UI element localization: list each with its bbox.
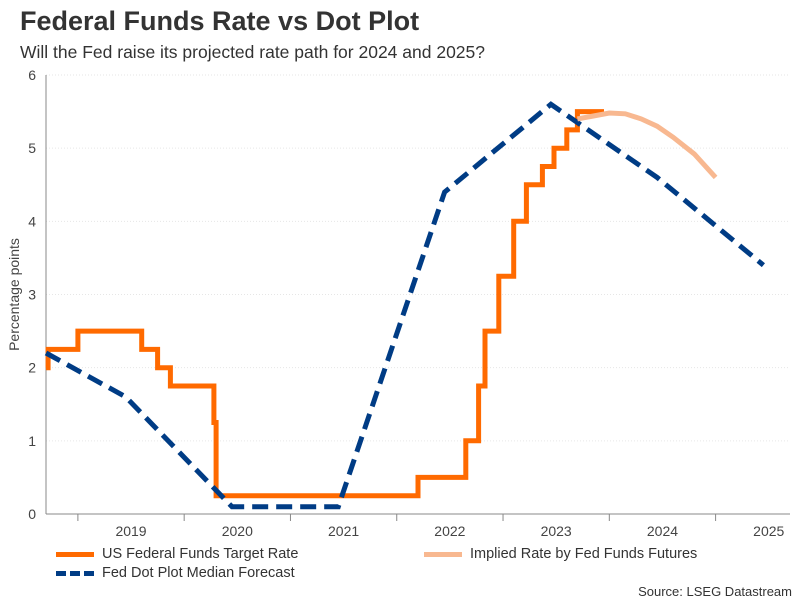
x-tick-label: 2023 <box>541 523 572 539</box>
x-tick-label: 2024 <box>647 523 678 539</box>
x-tick-label: 2020 <box>222 523 253 539</box>
axis-layer: 0 1 2 3 4 5 6 2019 2020 2021 2022 2023 2024 2025 Perce… <box>6 67 790 539</box>
series-dot-plot <box>44 101 765 510</box>
source-note: Source: LSEG Datastream <box>638 584 792 599</box>
chart-subtitle: Will the Fed raise its projected rate pa… <box>20 42 485 62</box>
y-tick-label: 0 <box>28 506 36 522</box>
y-axis-label: Percentage points <box>6 238 22 351</box>
y-tick-label: 5 <box>28 140 36 156</box>
legend-label-futures: Implied Rate by Fed Funds Futures <box>470 546 698 562</box>
y-tick-label: 6 <box>28 67 36 83</box>
series-target-rate <box>45 109 604 499</box>
legend-item-target-rate: US Federal Funds Target Rate <box>56 546 298 562</box>
x-tick-label: 2022 <box>434 523 465 539</box>
y-tick-label: 2 <box>28 360 36 376</box>
legend-label-dot-plot: Fed Dot Plot Median Forecast <box>102 565 295 581</box>
legend-swatch-dot-plot <box>56 570 94 576</box>
x-tick-label: 2021 <box>328 523 359 539</box>
y-tick-label: 4 <box>28 213 36 229</box>
chart-title: Federal Funds Rate vs Dot Plot <box>20 6 420 36</box>
series-futures <box>576 110 718 180</box>
legend-item-futures: Implied Rate by Fed Funds Futures <box>424 546 697 562</box>
y-tick-label: 3 <box>28 287 36 303</box>
legend-swatch-futures <box>424 551 462 557</box>
grid-layer <box>46 74 790 442</box>
x-tick-label: 2025 <box>753 523 784 539</box>
series-layer <box>44 101 765 510</box>
legend-label-target-rate: US Federal Funds Target Rate <box>102 546 299 562</box>
legend-swatch-target-rate <box>56 551 94 557</box>
x-tick-label: 2019 <box>115 523 146 539</box>
y-tick-label: 1 <box>28 433 36 449</box>
legend-item-dot-plot: Fed Dot Plot Median Forecast <box>56 565 295 581</box>
